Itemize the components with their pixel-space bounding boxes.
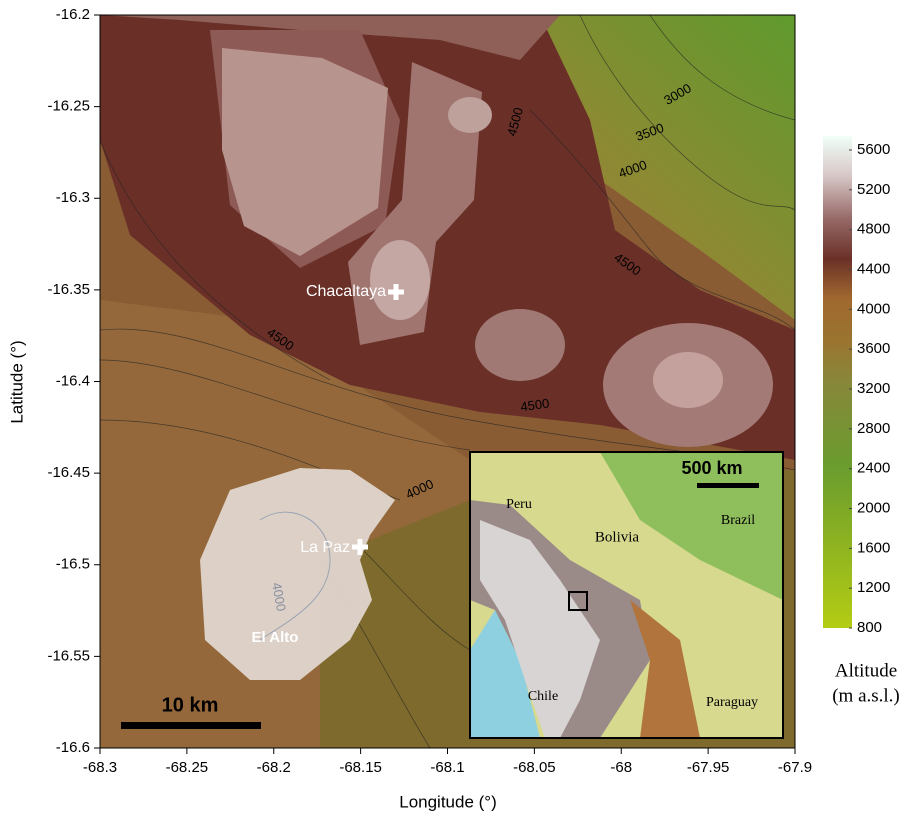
x-tick-label: -67.95 [687,759,730,776]
inset-map: 500 km Peru Bolivia Brazil Chile Paragua… [469,451,784,739]
y-tick-label: -16.6 [56,739,90,756]
place-label: Chacaltaya [306,283,386,300]
x-tick-label: -68 [610,759,632,776]
y-tick-label: -16.5 [56,556,90,573]
y-axis-label: Latitude (°) [7,340,26,423]
scale-bar [121,722,261,729]
x-tick-label: -68.15 [339,759,382,776]
colorbar-tick-label: 2400 [857,460,890,477]
inset-scale-bar [697,483,759,488]
contour-label: 4000 [269,581,289,612]
y-tick-label: -16.25 [47,98,90,115]
colorbar-title: Altitude [835,660,897,681]
x-tick-label: -67.9 [778,759,812,776]
y-tick-label: -16.55 [47,647,90,664]
place-marker [388,284,404,300]
colorbar-tick-label: 3600 [857,340,890,357]
contour-label: 4500 [519,396,550,415]
colorbar-tick-label: 1200 [857,579,890,596]
country-label: Chile [528,689,558,704]
country-label: Brazil [721,513,755,528]
x-axis-label: Longitude (°) [399,792,497,811]
x-tick-label: -68.25 [166,759,209,776]
contour-label: 4500 [504,106,526,138]
inset-scale-label: 500 km [681,458,742,478]
colorbar-tick-label: 4400 [857,260,890,277]
x-tick-label: -68.1 [430,759,464,776]
x-tick-label: -68.05 [513,759,556,776]
colorbar-tick-label: 5600 [857,141,890,158]
place-label: El Alto [252,629,299,646]
colorbar-tick-label: 2800 [857,420,890,437]
colorbar-tick-label: 4800 [857,221,890,238]
place-marker [352,539,368,555]
country-label: Paraguay [706,695,758,710]
country-label: Peru [506,497,532,512]
scale-bar-label: 10 km [162,694,219,716]
colorbar-tick-label: 800 [857,619,882,636]
colorbar-tick-label: 1600 [857,539,890,556]
y-tick-label: -16.45 [47,464,90,481]
x-tick-label: -68.3 [83,759,117,776]
y-tick-label: -16.4 [56,372,90,389]
colorbar-tick-label: 3200 [857,380,890,397]
y-tick-label: -16.35 [47,281,90,298]
x-tick-label: -68.2 [257,759,291,776]
place-label: La Paz [300,539,350,556]
y-tick-label: -16.3 [56,189,90,206]
colorbar-tick-label: 2000 [857,499,890,516]
colorbar-tick-label: 4000 [857,300,890,317]
colorbar-tick-label: 5200 [857,181,890,198]
country-label: Bolivia [595,529,640,545]
colorbar-title: (m a.s.l.) [832,685,900,706]
y-tick-label: -16.2 [56,6,90,23]
colorbar [823,136,852,628]
